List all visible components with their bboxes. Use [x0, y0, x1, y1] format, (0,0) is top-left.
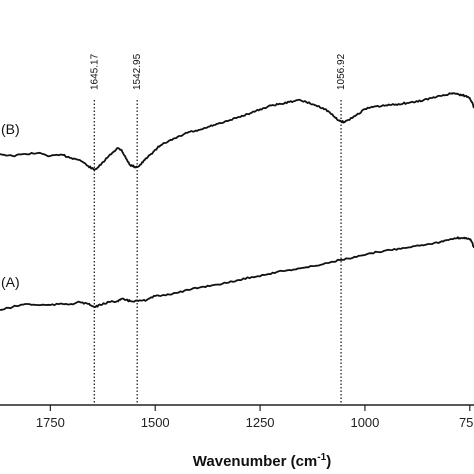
- x-tick-label: 1750: [36, 415, 65, 430]
- x-tick-label: 1000: [350, 415, 379, 430]
- x-axis-title: Wavenumber (cm-1): [193, 452, 331, 470]
- peak-label: 1056.92: [336, 53, 347, 90]
- series-line: [0, 236, 474, 311]
- x-tick-label: 1250: [246, 415, 275, 430]
- x-tick-label: 750: [459, 415, 474, 430]
- peak-label: 1542.95: [132, 53, 143, 90]
- x-axis-ticks: 1750 1500 1250 1000 750: [36, 405, 474, 430]
- series-labels: (B) (A): [1, 121, 20, 290]
- series-label: (A): [1, 274, 20, 290]
- series-line: [0, 92, 474, 171]
- peak-label: 1645.17: [89, 53, 100, 90]
- series-label: (B): [1, 121, 20, 137]
- x-tick-label: 1500: [141, 415, 170, 430]
- series-lines: [0, 92, 474, 311]
- peak-markers: 1645.17 1542.95 1056.92: [89, 53, 347, 405]
